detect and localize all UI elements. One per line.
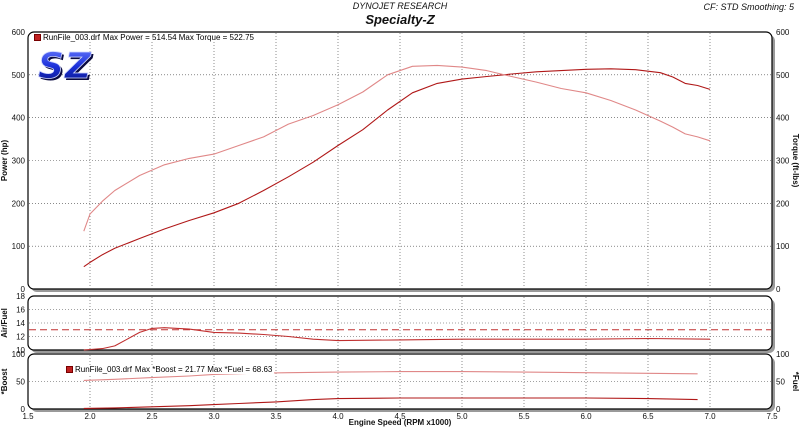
boost-legend-stats: Max *Boost = 21.77 Max *Fuel = 68.63 (134, 365, 273, 374)
legend-swatch (34, 34, 41, 41)
x-tick-label: 5.0 (456, 412, 468, 421)
y-tick-label: 200 (12, 199, 26, 208)
y2-tick-label: 500 (776, 71, 790, 80)
y-tick-label: 500 (12, 71, 26, 80)
x-tick-label: 4.5 (394, 412, 406, 421)
x-tick-label: 7.0 (704, 412, 716, 421)
y-axis-label: Power (hp) (0, 140, 9, 182)
y2-tick-label: 0 (776, 285, 781, 294)
series-line-torque (83, 64, 711, 232)
boost-legend-file: RunFile_003.drf (75, 365, 132, 374)
y2-axis-label: *Fuel (791, 372, 800, 392)
boost-legend: RunFile_003.drf Max *Boost = 21.77 Max *… (64, 365, 275, 374)
legend-swatch (66, 366, 73, 373)
y-axis-label: Air/Fuel (0, 308, 9, 338)
power-legend: RunFile_003.drf Max Power = 514.54 Max T… (32, 33, 256, 42)
sz-logo-shadow: SZ (40, 48, 94, 89)
y2-tick-label: 50 (776, 378, 785, 387)
y-tick-label: 600 (12, 28, 26, 37)
x-tick-label: 6.0 (580, 412, 592, 421)
series-line-power (83, 68, 711, 268)
company-name: DYNOJET RESEARCH (352, 1, 448, 11)
x-tick-label: 4.0 (332, 412, 344, 421)
x-tick-label: 5.5 (518, 412, 530, 421)
series-line-fuel (83, 371, 698, 381)
x-tick-label: 6.5 (642, 412, 654, 421)
y2-axis-label: Torque (ft-lbs) (791, 134, 800, 188)
x-tick-label: 1.5 (22, 412, 34, 421)
power-legend-stats: Max Power = 514.54 Max Torque = 522.75 (102, 33, 254, 42)
y2-tick-label: 100 (776, 242, 790, 251)
x-axis-label: Engine Speed (RPM x1000) (349, 418, 452, 427)
series-line-boost (83, 397, 698, 409)
y-tick-label: 100 (12, 350, 26, 359)
x-tick-label: 7.5 (766, 412, 778, 421)
power-legend-file: RunFile_003.drf (43, 33, 100, 42)
y-tick-label: 50 (16, 378, 25, 387)
y2-tick-label: 300 (776, 157, 790, 166)
y-tick-label: 14 (16, 319, 25, 328)
y-tick-label: 16 (16, 306, 25, 315)
y-tick-label: 10 (16, 346, 25, 355)
y2-tick-label: 200 (776, 199, 790, 208)
y-tick-label: 18 (16, 292, 25, 301)
y2-tick-label: 0 (776, 405, 781, 414)
x-tick-label: 2.5 (146, 412, 158, 421)
x-tick-label: 3.5 (270, 412, 282, 421)
y-tick-label: 100 (12, 242, 26, 251)
x-tick-label: 2.0 (84, 412, 96, 421)
y2-tick-label: 100 (776, 350, 790, 359)
y2-tick-label: 600 (776, 28, 790, 37)
chart-title: Specialty-Z (365, 12, 435, 27)
y-axis-label: *Boost (0, 368, 9, 394)
y-tick-label: 0 (21, 405, 26, 414)
x-tick-label: 3.0 (208, 412, 220, 421)
y2-tick-label: 400 (776, 114, 790, 123)
y-tick-label: 400 (12, 114, 26, 123)
correction-factor: CF: STD Smoothing: 5 (703, 2, 794, 12)
y-tick-label: 0 (21, 285, 26, 294)
y-tick-label: 300 (12, 157, 26, 166)
series-line-airfuel (83, 327, 711, 351)
y-tick-label: 12 (16, 333, 25, 342)
sz-logo-text: SZ (38, 46, 92, 87)
panel-frame (27, 295, 773, 351)
